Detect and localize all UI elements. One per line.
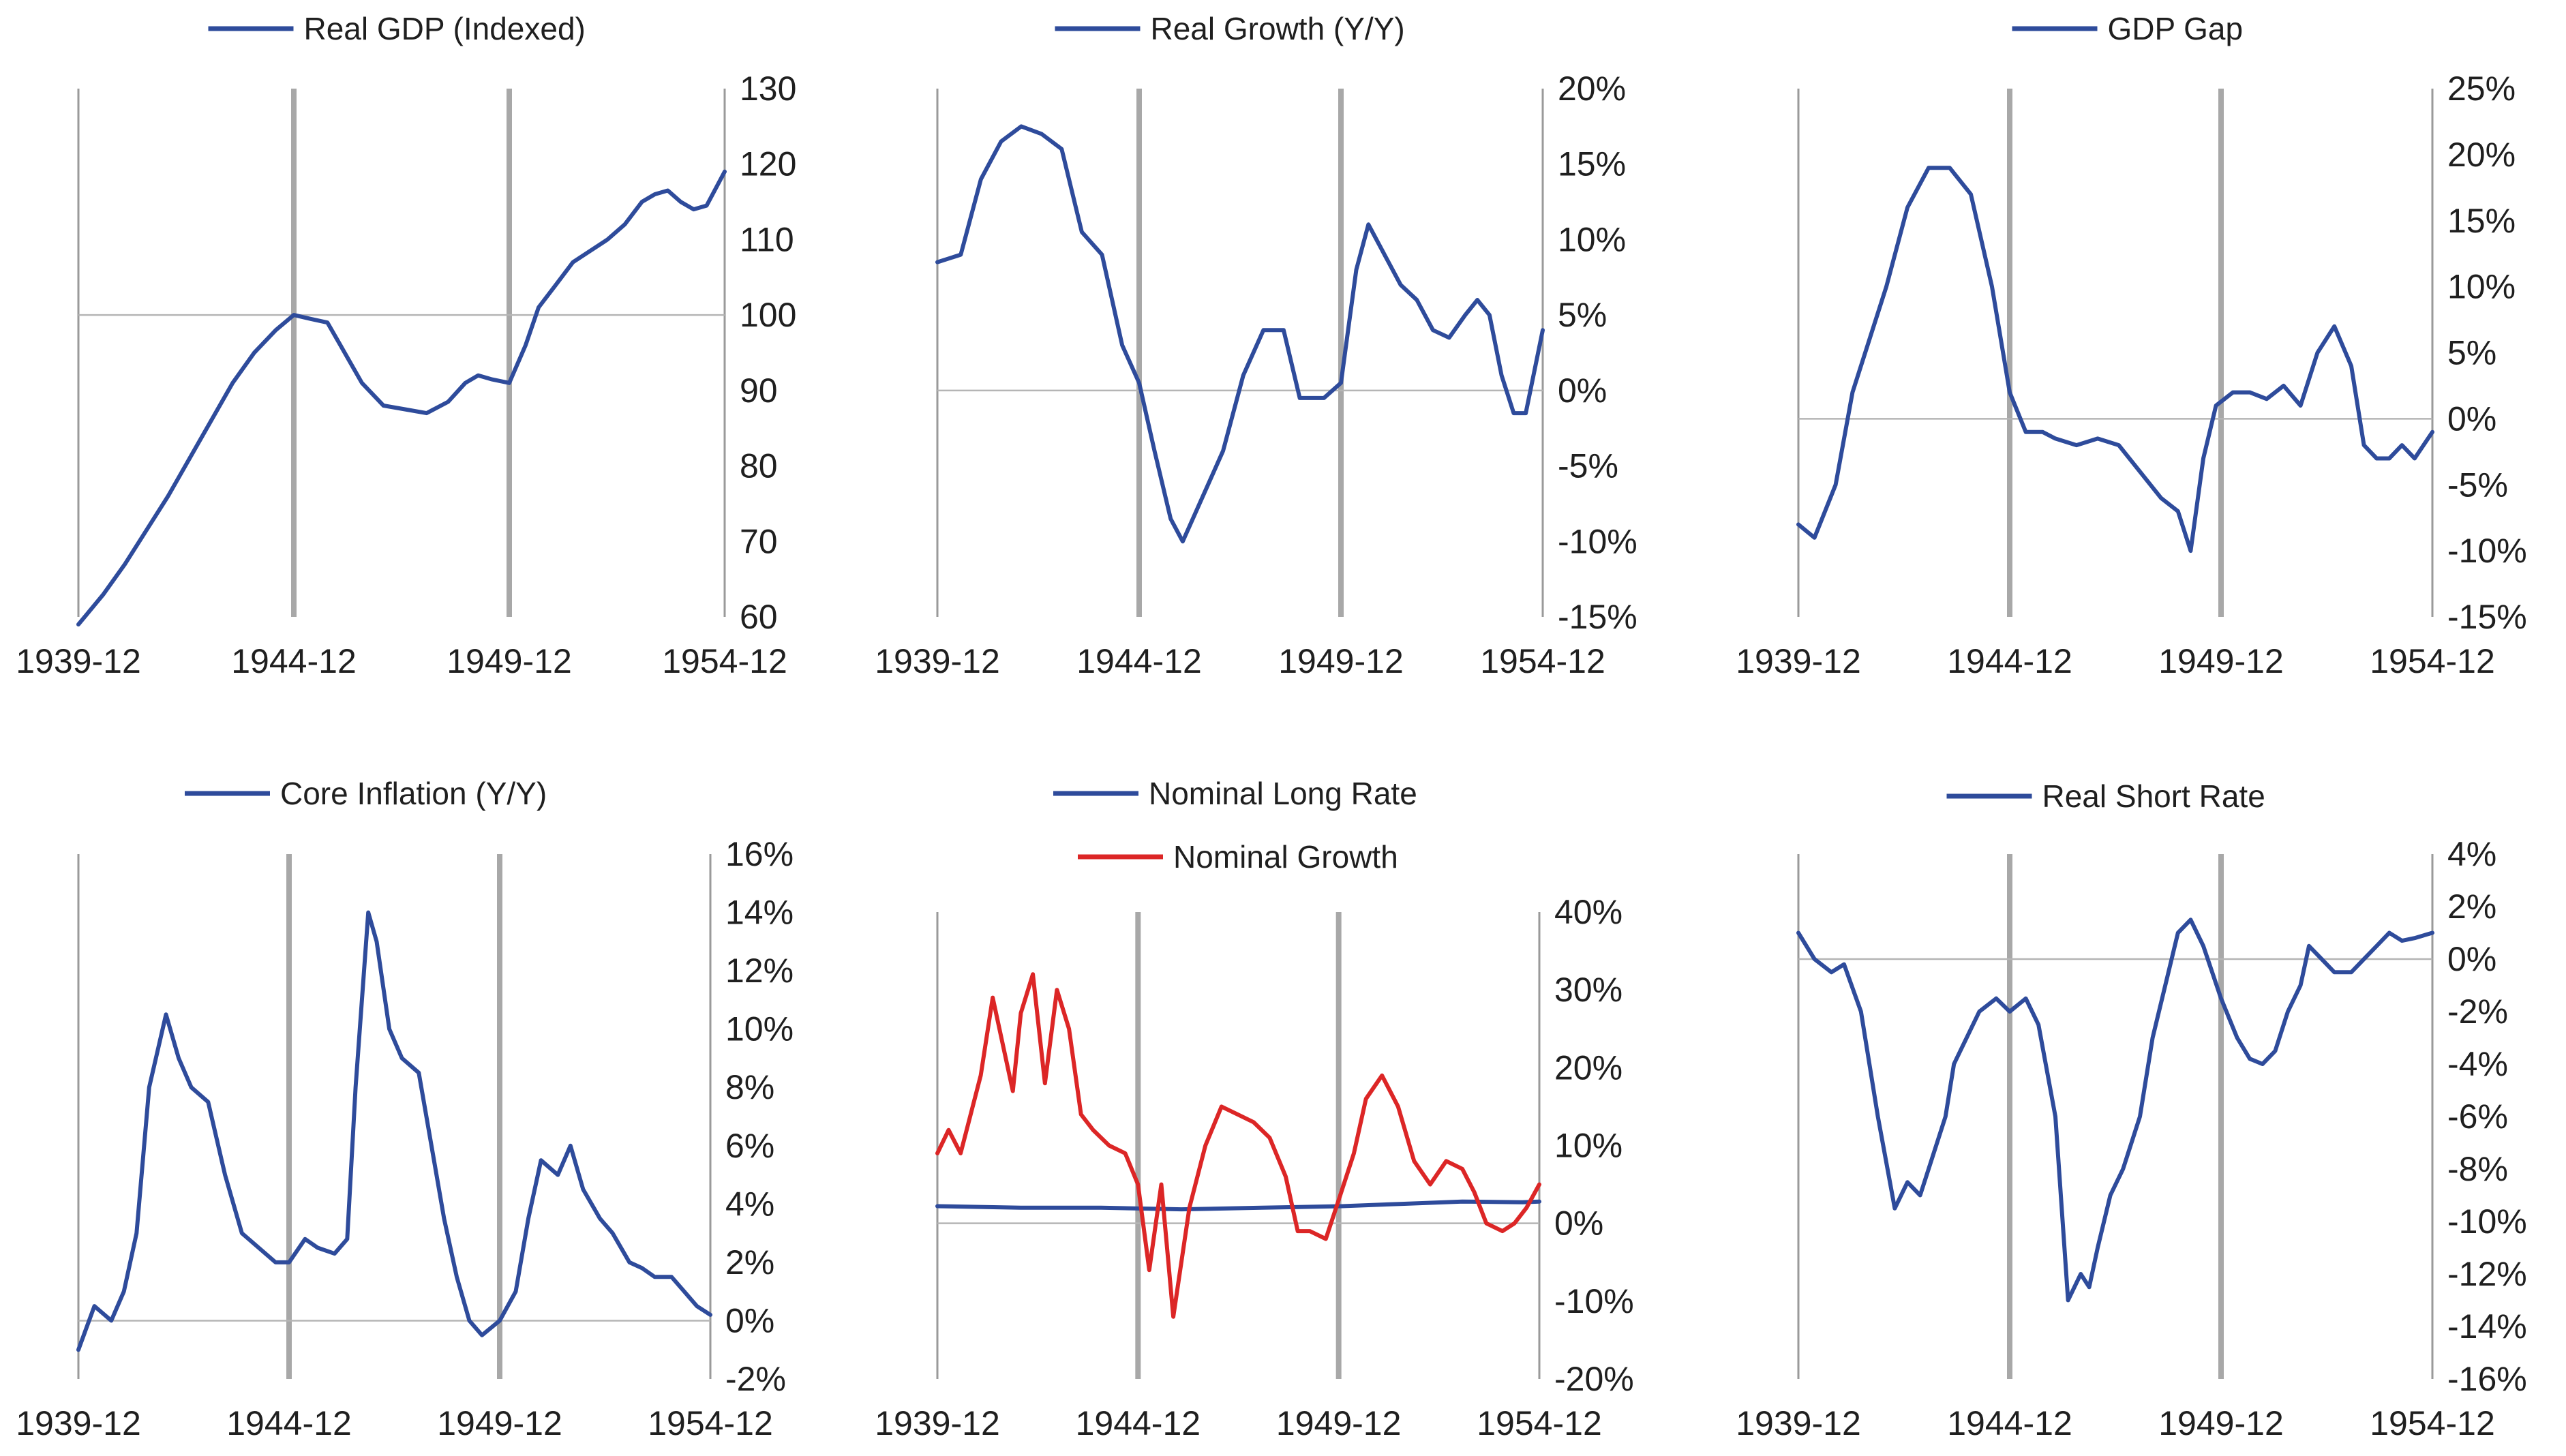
legend-label: Real Growth (Y/Y) [1151,11,1405,46]
y-tick-label: 4% [2447,835,2496,873]
y-tick-label: 0% [2447,940,2496,978]
x-tick-label: 1954-12 [1480,642,1605,680]
y-tick-label: 10% [1554,1127,1622,1165]
y-tick-label: 15% [1558,145,1626,183]
y-tick-label: 20% [1558,70,1626,108]
x-tick-label: 1939-12 [875,642,1000,680]
y-tick-label: -4% [2447,1045,2508,1083]
y-tick-label: 120 [740,145,796,183]
y-tick-label: 30% [1554,971,1622,1009]
series-line [1796,917,2434,1303]
y-tick-label: -20% [1554,1360,1634,1398]
legend-label: Real Short Rate [2042,778,2265,814]
y-tick-label: -6% [2447,1097,2508,1136]
series-line [1796,166,2434,553]
series-line [76,910,712,1352]
series-line [935,972,1541,1319]
legend-label: Nominal Long Rate [1149,776,1417,811]
x-tick-label: 1944-12 [226,1404,352,1442]
y-tick-label: -10% [2447,1202,2527,1241]
x-tick-label: 1939-12 [1736,1404,1861,1442]
y-tick-label: -10% [2447,532,2527,570]
y-tick-label: 40% [1554,893,1622,931]
y-tick-label: 60 [740,598,778,636]
y-tick-label: 90 [740,371,778,410]
x-tick-label: 1944-12 [1947,642,2072,680]
y-tick-label: 25% [2447,70,2516,108]
legend-label: Core Inflation (Y/Y) [280,776,547,811]
x-tick-label: 1954-12 [1477,1404,1602,1442]
y-tick-label: -2% [2447,992,2508,1031]
y-tick-label: 6% [725,1127,774,1165]
series-line [935,1199,1541,1212]
y-tick-label: 110 [740,220,794,258]
y-tick-label: 100 [740,296,796,334]
legend-label: Real GDP (Indexed) [304,11,586,46]
x-tick-label: 1949-12 [2158,1404,2284,1442]
x-tick-label: 1949-12 [447,642,572,680]
y-tick-label: -8% [2447,1150,2508,1188]
y-tick-label: 2% [725,1243,774,1281]
x-tick-label: 1954-12 [2370,1404,2495,1442]
y-tick-label: 80 [740,447,778,485]
y-tick-label: 10% [725,1010,794,1048]
y-tick-label: 16% [725,835,794,873]
series-line [935,124,1545,544]
series-line [76,169,727,627]
y-tick-label: 4% [725,1185,774,1223]
y-tick-label: 20% [1554,1048,1622,1087]
x-tick-label: 1939-12 [16,1404,141,1442]
y-tick-label: 10% [2447,268,2516,306]
y-tick-label: -16% [2447,1360,2527,1398]
x-tick-label: 1944-12 [1076,642,1202,680]
y-tick-label: -14% [2447,1307,2527,1346]
y-tick-label: 5% [1558,296,1607,334]
y-tick-label: -2% [725,1360,786,1398]
x-tick-label: 1949-12 [437,1404,562,1442]
y-tick-label: 0% [2447,399,2496,438]
y-tick-label: 15% [2447,202,2516,240]
legend-label: Nominal Growth [1173,839,1398,875]
chart-real-short-rate: -16% -14% -12% -10% -8% -6% -4% -2% 0% 2% 4% 1939-1… [1736,778,2527,1442]
x-tick-label: 1949-12 [1278,642,1404,680]
y-tick-label: -12% [2447,1255,2527,1293]
chart-gdp-gap: -15% -10% -5% 0% 5% 10% 15% 20% 25% 1939-12 1944-1… [1736,11,2527,680]
y-tick-label: 14% [725,894,794,932]
chart-nominal-rates: -20% -10% 0% 10% 20% 30% 40% 1939-12 1944-12 1949… [875,776,1634,1442]
y-tick-label: 0% [1554,1204,1603,1243]
x-tick-label: 1949-12 [2158,642,2284,680]
y-tick-label: -5% [2447,466,2508,504]
x-tick-label: 1939-12 [875,1404,1000,1442]
x-tick-label: 1949-12 [1276,1404,1402,1442]
x-tick-label: 1939-12 [1736,642,1861,680]
y-tick-label: -10% [1554,1282,1634,1320]
x-tick-label: 1954-12 [662,642,787,680]
chart-real-gdp: 60 70 80 90 100 110 120 130 1939-12 1944-12 1949-1… [16,11,796,680]
y-tick-label: 8% [725,1068,774,1106]
y-tick-label: -10% [1558,522,1637,560]
y-tick-label: 5% [2447,334,2496,372]
y-tick-label: -5% [1558,447,1618,485]
y-tick-label: 0% [1558,371,1607,410]
y-tick-label: 20% [2447,136,2516,174]
y-tick-label: 70 [740,522,778,560]
x-tick-label: 1939-12 [16,642,141,680]
x-tick-label: 1954-12 [648,1404,773,1442]
chart-real-growth: -15% -10% -5% 0% 5% 10% 15% 20% 1939-12 1944-12 19… [875,11,1637,680]
chart-core-inflation: -2% 0% 2% 4% 6% 8% 10% 12% 14% 16% 1939-12 1944-12 1… [16,776,794,1442]
y-tick-label: -15% [2447,598,2527,636]
y-tick-label: 10% [1558,220,1626,258]
legend-label: GDP Gap [2108,11,2244,46]
x-tick-label: 1944-12 [1076,1404,1201,1442]
y-tick-label: 130 [740,70,796,108]
x-tick-label: 1944-12 [1947,1404,2072,1442]
y-tick-label: 12% [725,952,794,990]
y-tick-label: 0% [725,1301,774,1339]
x-tick-label: 1944-12 [231,642,357,680]
y-tick-label: 2% [2447,888,2496,926]
x-tick-label: 1954-12 [2370,642,2495,680]
y-tick-label: -15% [1558,598,1637,636]
